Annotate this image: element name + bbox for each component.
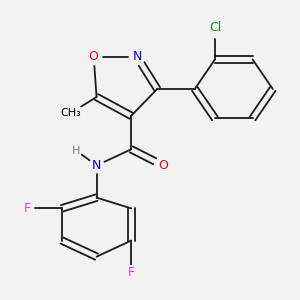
Text: O: O <box>89 50 99 63</box>
Text: Cl: Cl <box>209 21 221 34</box>
Text: O: O <box>158 159 168 172</box>
Text: F: F <box>24 202 31 215</box>
Text: F: F <box>128 266 135 279</box>
Text: N: N <box>92 159 101 172</box>
Text: N: N <box>132 50 142 63</box>
Text: CH₃: CH₃ <box>60 108 81 118</box>
Text: H: H <box>72 146 80 156</box>
